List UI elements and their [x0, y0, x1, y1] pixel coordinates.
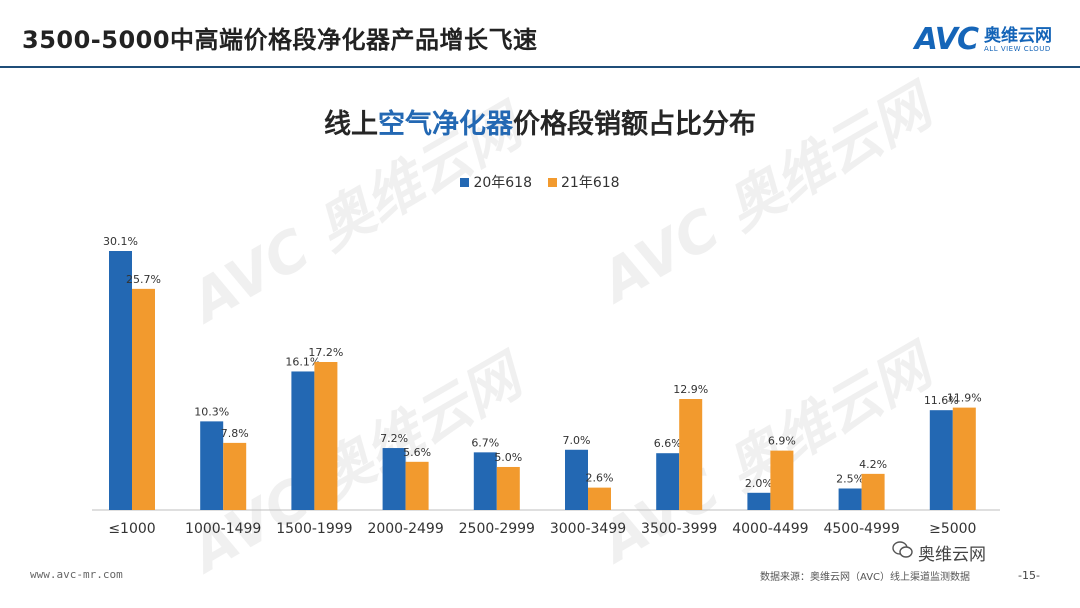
- x-tick-label-8: 4500-4999: [823, 521, 899, 537]
- logo-en-text: ALL VIEW CLOUD: [984, 44, 1051, 53]
- page-number: -15-: [1018, 569, 1040, 582]
- x-tick-label-2: 1500-1999: [276, 521, 352, 537]
- wechat-icon: [892, 541, 914, 564]
- logo-cn-text: 奥维云网: [984, 25, 1052, 46]
- bar-s2-6: [679, 399, 703, 510]
- bar-s2-8: [861, 473, 885, 510]
- data-label-s2-2: 17.2%: [308, 346, 343, 359]
- data-label-s1-0: 30.1%: [103, 235, 138, 248]
- bar-s1-1: [200, 421, 224, 510]
- bar-s1-2: [291, 371, 315, 510]
- data-label-s1-3: 7.2%: [380, 432, 408, 445]
- bar-s1-8: [838, 488, 862, 510]
- chart-legend: 20年618 21年618: [0, 172, 1080, 192]
- chart-title: 线上空气净化器价格段销额占比分布: [0, 102, 1080, 141]
- logo-mark: AVC: [914, 22, 979, 57]
- chart-title-prefix: 线上: [324, 109, 378, 140]
- legend-item-series2: 21年618: [548, 172, 620, 192]
- data-label-s2-6: 12.9%: [673, 383, 708, 396]
- bar-s2-7: [770, 450, 794, 510]
- chart-title-highlight: 空气净化器: [378, 109, 513, 140]
- x-tick-label-1: 1000-1499: [185, 521, 261, 537]
- data-label-s1-1: 10.3%: [194, 405, 229, 418]
- data-label-s2-5: 2.6%: [586, 472, 614, 485]
- bar-s2-9: [952, 407, 976, 510]
- bar-s1-7: [747, 492, 771, 510]
- footer-source: 数据来源：奥维云网（AVC）线上渠道监测数据: [760, 572, 971, 583]
- x-tick-label-4: 2500-2999: [459, 521, 535, 537]
- legend-swatch-series1: [460, 177, 470, 187]
- legend-item-series1: 20年618: [460, 172, 532, 192]
- data-label-s1-2: 16.1%: [285, 355, 320, 368]
- legend-label-series2: 21年618: [561, 175, 620, 191]
- x-tick-label-9: ≥5000: [929, 521, 976, 537]
- x-tick-label-6: 3500-3999: [641, 521, 717, 537]
- data-label-s1-5: 7.0%: [563, 434, 591, 447]
- bar-s1-4: [473, 452, 497, 510]
- x-tick-label-0: ≤1000: [108, 521, 155, 537]
- avc-logo: AVC 奥维云网 ALL VIEW CLOUD: [915, 22, 1052, 57]
- chart-title-suffix: 价格段销额占比分布: [513, 109, 756, 140]
- data-label-s2-3: 5.6%: [403, 446, 431, 459]
- data-label-s2-4: 5.0%: [494, 451, 522, 464]
- footer-url: www.avc-mr.com: [30, 568, 123, 581]
- bar-s1-0: [109, 251, 132, 510]
- wechat-label: 奥维云网: [918, 545, 986, 565]
- data-label-s1-9: 11.6%: [924, 394, 959, 407]
- wechat-badge: 奥维云网: [892, 540, 986, 565]
- x-tick-label-7: 4000-4499: [732, 521, 808, 537]
- data-label-s2-0: 25.7%: [126, 273, 161, 286]
- data-label-s2-8: 4.2%: [859, 458, 887, 471]
- bar-s2-1: [223, 442, 247, 510]
- data-label-s1-6: 6.6%: [654, 437, 682, 450]
- slide-title: 3500-5000中高端价格段净化器产品增长飞速: [22, 26, 538, 54]
- data-label-s2-9: 11.9%: [947, 392, 982, 405]
- title-divider: [0, 66, 1080, 68]
- bar-s1-6: [656, 453, 680, 510]
- x-tick-label-5: 3000-3499: [550, 521, 626, 537]
- legend-swatch-series2: [548, 177, 557, 187]
- bar-s1-9: [929, 410, 953, 510]
- bar-s2-3: [405, 461, 429, 510]
- bar-s1-5: [565, 449, 588, 510]
- bar-s2-4: [496, 466, 520, 510]
- data-label-s1-7: 2.0%: [745, 477, 773, 490]
- bar-s2-2: [314, 362, 338, 510]
- data-label-s1-4: 6.7%: [471, 436, 499, 449]
- data-label-s1-8: 2.5%: [836, 472, 864, 485]
- x-tick-label-3: 2000-2499: [367, 521, 443, 537]
- data-label-s2-7: 6.9%: [768, 435, 796, 448]
- bar-s2-5: [588, 487, 611, 510]
- bar-s2-0: [132, 288, 155, 510]
- legend-label-series1: 20年618: [473, 175, 532, 191]
- bar-s1-3: [382, 448, 406, 510]
- data-label-s2-1: 7.8%: [221, 427, 249, 440]
